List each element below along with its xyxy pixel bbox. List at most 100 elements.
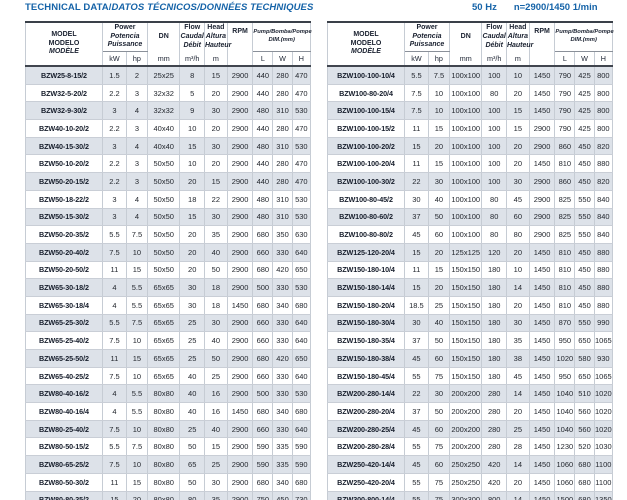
- table-row: BZW200-280-28/4 55 75 200x200 280 28 1450 1230 5…: [327, 437, 614, 457]
- cell-value: 9: [179, 101, 205, 121]
- cell-value: 790: [554, 101, 576, 121]
- cell-value: 80x80: [146, 455, 181, 474]
- cell-value: 15: [125, 349, 148, 368]
- cell-value: 150x150: [448, 366, 483, 386]
- cell-value: 1450: [528, 384, 556, 404]
- cell-value: 10: [505, 260, 530, 280]
- col-header-head: Head Altura Hauteur: [203, 22, 231, 52]
- cell-value: 100: [481, 101, 507, 121]
- cell-value: 50: [179, 472, 205, 492]
- cell-value: 10: [505, 65, 530, 85]
- cell-value: 480: [252, 136, 274, 156]
- unit-head-m: m: [203, 51, 228, 67]
- table-body-right: BZW100-100-10/4 5.5 7.5 100x100 100 10 1450 790…: [327, 65, 614, 500]
- cell-value: 14: [505, 278, 530, 297]
- cell-value: 65x65: [146, 278, 181, 297]
- cell-value: 180: [481, 278, 507, 297]
- cell-value: 2900: [528, 189, 556, 209]
- cell-value: 330: [272, 278, 293, 297]
- cell-value: 825: [554, 207, 576, 227]
- cell-value: 11: [403, 260, 429, 280]
- cell-value: 10: [179, 119, 205, 138]
- cell-value: 15: [203, 172, 228, 191]
- cell-value: 120: [481, 242, 507, 262]
- table-row: BZW50-20-35/2 5.5 7.5 50x50 20 35 2900 680 350 63…: [25, 225, 312, 244]
- cell-value: 35: [505, 331, 530, 350]
- cell-value: 820: [593, 172, 614, 191]
- header-power-es: Potencia: [412, 32, 442, 40]
- cell-value: 16: [203, 384, 228, 404]
- cell-value: 450: [272, 490, 293, 500]
- cell-value: 1060: [554, 472, 576, 492]
- cell-value: 2900: [226, 189, 254, 209]
- cell-value: 1450: [528, 242, 556, 262]
- col-header-model: MODEL MODELO MODÈLE: [327, 22, 405, 67]
- cell-value: 2900: [226, 472, 254, 492]
- cell-value: 7.5: [101, 331, 127, 350]
- cell-model: BZW40-10-20/2: [25, 119, 103, 138]
- cell-value: 825: [554, 225, 576, 244]
- cell-value: 1450: [528, 313, 556, 333]
- cell-value: 810: [554, 242, 576, 262]
- cell-value: 37: [403, 207, 429, 227]
- cell-value: 75: [427, 490, 450, 500]
- cell-value: 20: [505, 154, 530, 174]
- cell-value: 330: [272, 384, 293, 404]
- cell-model: BZW100-100-10/4: [327, 65, 405, 85]
- cell-value: 100x100: [448, 136, 483, 156]
- header-flow-en: Flow: [486, 24, 503, 32]
- cell-model: BZW250-420-14/4: [327, 455, 405, 474]
- cell-model: BZW100-80-80/2: [327, 225, 405, 244]
- cell-value: 15: [427, 154, 450, 174]
- cell-value: 520: [574, 437, 595, 457]
- cell-value: 3: [125, 172, 148, 191]
- cell-value: 680: [252, 472, 274, 492]
- cell-value: 650: [291, 349, 312, 368]
- cell-value: 3: [101, 136, 127, 156]
- cell-value: 950: [554, 366, 576, 386]
- cell-value: 35: [203, 225, 228, 244]
- cell-value: 1450: [528, 437, 556, 457]
- cell-value: 150x150: [448, 295, 483, 315]
- cell-value: 75: [427, 437, 450, 457]
- cell-model: BZW40-15-30/2: [25, 136, 103, 156]
- cell-value: 10: [125, 242, 148, 262]
- col-header-power: Power Potencia Puissance: [403, 22, 450, 52]
- header-rpm-label: RPM: [232, 28, 248, 35]
- cell-value: 425: [574, 119, 595, 138]
- cell-value: 100x100: [448, 119, 483, 138]
- cell-value: 7.5: [101, 366, 127, 386]
- table-row: BZW50-15-30/2 3 4 50x50 15 30 2900 480 310 530: [25, 207, 312, 227]
- cell-value: 65x65: [146, 331, 181, 350]
- table-header: MODEL MODELO MODÈLE Power Potencia Puiss…: [25, 22, 312, 67]
- cell-value: 75: [427, 472, 450, 492]
- cell-value: 7.5: [125, 313, 148, 333]
- cell-value: 5.5: [101, 437, 127, 457]
- cell-value: 680: [291, 402, 312, 421]
- cell-value: 180: [481, 331, 507, 350]
- cell-value: 800: [593, 101, 614, 121]
- cell-model: BZW50-20-15/2: [25, 172, 103, 191]
- cell-value: 280: [481, 384, 507, 404]
- cell-value: 40: [427, 189, 450, 209]
- cell-value: 1450: [226, 295, 254, 315]
- cell-value: 4: [125, 207, 148, 227]
- cell-value: 630: [291, 225, 312, 244]
- cell-value: 50x50: [146, 260, 181, 280]
- cell-value: 37: [403, 402, 429, 421]
- table-row: BZW100-80-80/2 45 60 100x100 80 80 2900 825 550 8…: [327, 225, 614, 244]
- cell-value: 660: [252, 313, 274, 333]
- cell-value: 38: [505, 349, 530, 368]
- cell-value: 4: [125, 189, 148, 209]
- cell-value: 330: [272, 366, 293, 386]
- cell-value: 22: [403, 384, 429, 404]
- cell-value: 1450: [528, 472, 556, 492]
- cell-value: 1065: [593, 366, 614, 386]
- cell-value: 310: [272, 189, 293, 209]
- cell-value: 990: [593, 313, 614, 333]
- cell-value: 1450: [528, 331, 556, 350]
- cell-value: 470: [291, 83, 312, 103]
- cell-value: 560: [574, 419, 595, 439]
- cell-value: 7.5: [403, 101, 429, 121]
- cell-value: 860: [554, 136, 576, 156]
